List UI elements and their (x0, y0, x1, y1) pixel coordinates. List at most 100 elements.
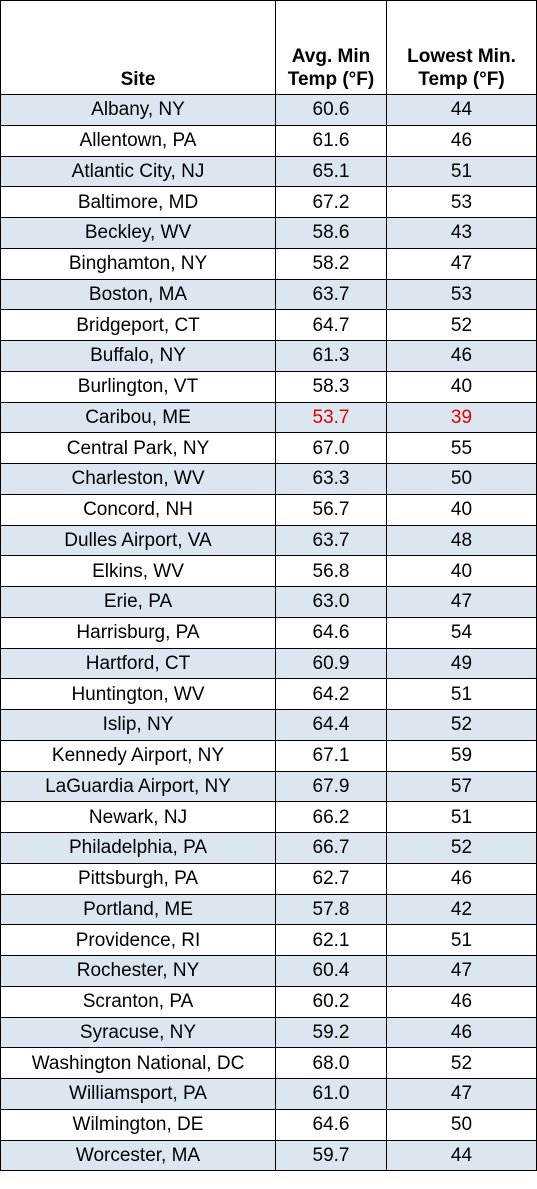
table-row: Charleston, WV 63.3 50 (0, 463, 537, 495)
avg-min-temp-cell: 59.7 (275, 1139, 387, 1172)
table-row: Huntington, WV 64.2 51 (0, 678, 537, 710)
table-row: Concord, NH 56.7 40 (0, 493, 537, 526)
site-cell: Dulles Airport, VA (0, 524, 276, 557)
avg-min-temp-cell: 64.4 (275, 709, 387, 741)
header-avg-line2: Temp (°F) (287, 69, 375, 90)
lowest-min-temp-cell: 39 (386, 401, 537, 434)
site-cell: Syracuse, NY (0, 1016, 276, 1049)
header-lowest-line1: Lowest Min. (407, 46, 516, 67)
lowest-min-temp-cell: 51 (386, 924, 537, 956)
site-cell: Burlington, VT (0, 370, 276, 403)
site-cell: Williamsport, PA (0, 1078, 276, 1110)
lowest-min-temp-cell: 46 (386, 1016, 537, 1049)
lowest-min-temp-cell: 40 (386, 555, 537, 587)
site-cell: Islip, NY (0, 709, 276, 741)
avg-min-temp-cell: 60.2 (275, 985, 387, 1018)
site-cell: Elkins, WV (0, 555, 276, 587)
avg-min-temp-cell: 63.0 (275, 586, 387, 618)
lowest-min-temp-cell: 50 (386, 463, 537, 495)
avg-min-temp-cell: 67.2 (275, 186, 387, 218)
lowest-min-temp-cell: 55 (386, 432, 537, 464)
site-cell: Scranton, PA (0, 985, 276, 1018)
avg-min-temp-cell: 61.3 (275, 340, 387, 372)
avg-min-temp-cell: 64.6 (275, 1108, 387, 1141)
table-row: Erie, PA 63.0 47 (0, 586, 537, 618)
site-cell: Pittsburgh, PA (0, 862, 276, 895)
header-site-label: Site (120, 69, 156, 90)
lowest-min-temp-cell: 53 (386, 186, 537, 218)
table-row: Dulles Airport, VA 63.7 48 (0, 524, 537, 557)
site-cell: Albany, NY (0, 94, 276, 126)
lowest-min-temp-cell: 52 (386, 832, 537, 864)
avg-min-temp-cell: 56.8 (275, 555, 387, 587)
site-cell: Baltimore, MD (0, 186, 276, 218)
avg-min-temp-cell: 58.6 (275, 217, 387, 249)
table-row: Islip, NY 64.4 52 (0, 709, 537, 741)
avg-min-temp-cell: 57.8 (275, 893, 387, 926)
table-row: Providence, RI 62.1 51 (0, 924, 537, 956)
table-row: Atlantic City, NJ 65.1 51 (0, 155, 537, 188)
lowest-min-temp-cell: 46 (386, 985, 537, 1018)
header-avg-min-temp: Avg. Min Temp (°F) (275, 0, 387, 95)
lowest-min-temp-cell: 51 (386, 678, 537, 710)
lowest-min-temp-cell: 51 (386, 155, 537, 188)
table-row: Buffalo, NY 61.3 46 (0, 340, 537, 372)
avg-min-temp-cell: 66.2 (275, 801, 387, 833)
avg-min-temp-cell: 56.7 (275, 493, 387, 526)
table-row: Burlington, VT 58.3 40 (0, 370, 537, 403)
table-row: Bridgeport, CT 64.7 52 (0, 309, 537, 341)
site-cell: Newark, NJ (0, 801, 276, 833)
lowest-min-temp-cell: 47 (386, 586, 537, 618)
avg-min-temp-cell: 68.0 (275, 1047, 387, 1079)
header-avg-line1: Avg. Min (291, 46, 371, 67)
site-cell: Harrisburg, PA (0, 616, 276, 649)
avg-min-temp-cell: 53.7 (275, 401, 387, 434)
table-row: Allentown, PA 61.6 46 (0, 124, 537, 157)
table-row: Boston, MA 63.7 53 (0, 278, 537, 311)
site-cell: Charleston, WV (0, 463, 276, 495)
table-row: Hartford, CT 60.9 49 (0, 647, 537, 680)
lowest-min-temp-cell: 57 (386, 770, 537, 803)
lowest-min-temp-cell: 42 (386, 893, 537, 926)
avg-min-temp-cell: 65.1 (275, 155, 387, 188)
site-cell: Boston, MA (0, 278, 276, 311)
lowest-min-temp-cell: 48 (386, 524, 537, 557)
site-cell: Caribou, ME (0, 401, 276, 434)
avg-min-temp-cell: 58.2 (275, 247, 387, 280)
table-row: Newark, NJ 66.2 51 (0, 801, 537, 833)
lowest-min-temp-cell: 52 (386, 309, 537, 341)
avg-min-temp-cell: 63.7 (275, 524, 387, 557)
site-cell: LaGuardia Airport, NY (0, 770, 276, 803)
avg-min-temp-cell: 61.6 (275, 124, 387, 157)
avg-min-temp-cell: 64.2 (275, 678, 387, 710)
avg-min-temp-cell: 63.7 (275, 278, 387, 311)
table-row: Caribou, ME 53.7 39 (0, 401, 537, 434)
site-cell: Rochester, NY (0, 955, 276, 987)
header-site: Site (0, 0, 276, 95)
table-row: LaGuardia Airport, NY 67.9 57 (0, 770, 537, 803)
site-cell: Huntington, WV (0, 678, 276, 710)
lowest-min-temp-cell: 54 (386, 616, 537, 649)
site-cell: Providence, RI (0, 924, 276, 956)
site-cell: Erie, PA (0, 586, 276, 618)
site-cell: Concord, NH (0, 493, 276, 526)
lowest-min-temp-cell: 40 (386, 370, 537, 403)
table-body: Albany, NY 60.6 44 Allentown, PA 61.6 46 Atlan… (0, 94, 537, 1172)
site-cell: Bridgeport, CT (0, 309, 276, 341)
table-row: Philadelphia, PA 66.7 52 (0, 832, 537, 864)
site-cell: Washington National, DC (0, 1047, 276, 1079)
avg-min-temp-cell: 60.9 (275, 647, 387, 680)
avg-min-temp-cell: 64.6 (275, 616, 387, 649)
avg-min-temp-cell: 67.0 (275, 432, 387, 464)
table-row: Syracuse, NY 59.2 46 (0, 1016, 537, 1049)
avg-min-temp-cell: 66.7 (275, 832, 387, 864)
lowest-min-temp-cell: 46 (386, 124, 537, 157)
lowest-min-temp-cell: 47 (386, 955, 537, 987)
table-row: Pittsburgh, PA 62.7 46 (0, 862, 537, 895)
table-row: Williamsport, PA 61.0 47 (0, 1078, 537, 1110)
lowest-min-temp-cell: 49 (386, 647, 537, 680)
avg-min-temp-cell: 60.6 (275, 94, 387, 126)
lowest-min-temp-cell: 51 (386, 801, 537, 833)
lowest-min-temp-cell: 44 (386, 1139, 537, 1172)
